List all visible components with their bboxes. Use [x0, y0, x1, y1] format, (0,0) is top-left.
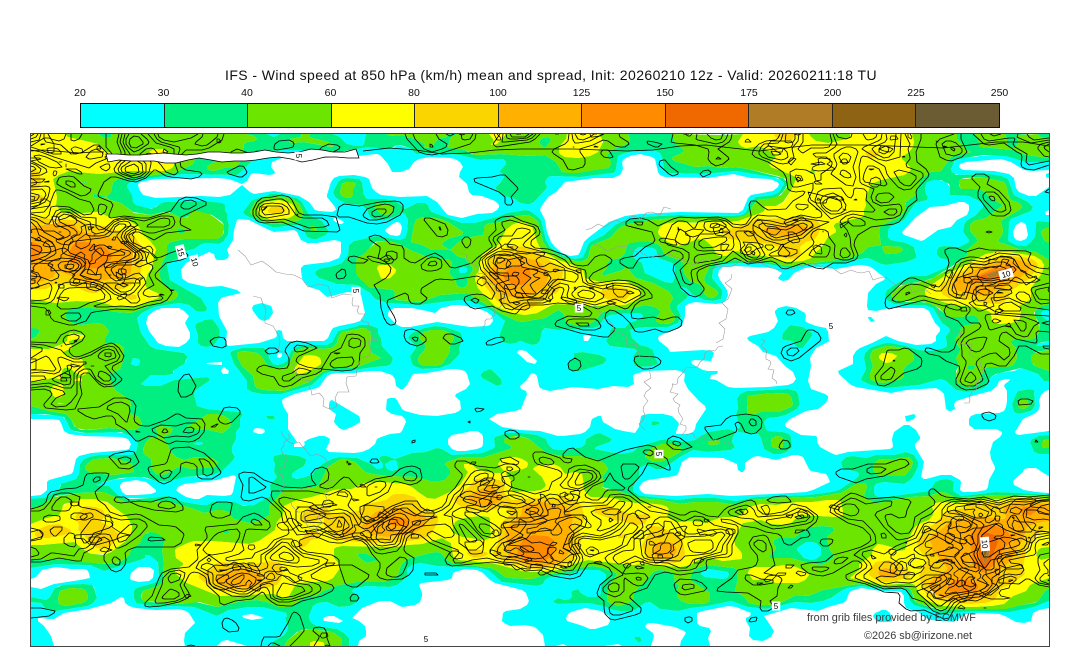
- svg-text:5: 5: [654, 452, 663, 457]
- svg-text:5: 5: [829, 322, 834, 331]
- svg-text:5: 5: [577, 304, 582, 313]
- svg-text:10: 10: [1001, 269, 1012, 280]
- svg-text:15: 15: [175, 247, 186, 258]
- svg-text:5: 5: [774, 602, 779, 611]
- svg-text:5: 5: [424, 635, 429, 644]
- svg-text:5: 5: [351, 289, 360, 294]
- svg-text:10: 10: [980, 539, 990, 549]
- svg-text:10: 10: [189, 257, 200, 268]
- svg-text:5: 5: [294, 154, 303, 159]
